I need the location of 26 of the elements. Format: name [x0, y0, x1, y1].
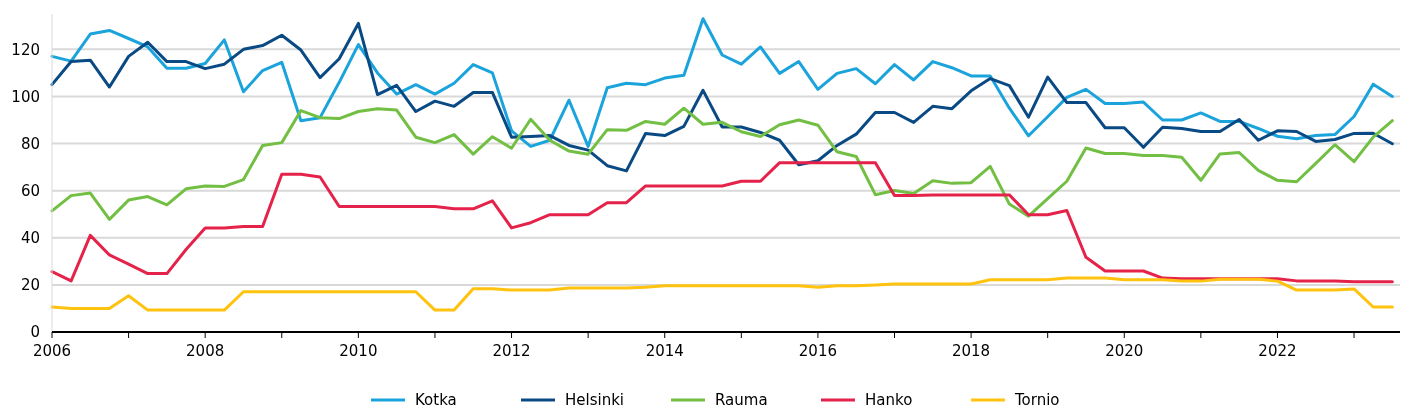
x-tick-label: 2012 [492, 342, 531, 360]
line-series [50, 21, 1394, 173]
line-series [50, 106, 1394, 221]
x-tick-label: 2010 [339, 342, 378, 360]
y-tick-label: 40 [20, 229, 40, 248]
legend-label: Rauma [715, 391, 768, 410]
y-tick-label: 120 [11, 40, 40, 59]
line-series [50, 276, 1394, 312]
x-tick-label: 2020 [1105, 342, 1144, 360]
y-tick-label: 20 [20, 276, 40, 295]
y-tick-label: 0 [30, 323, 40, 342]
legend-label: Kotka [415, 391, 457, 410]
x-tick-label: 2006 [32, 342, 72, 360]
x-tick-label: 2022 [1258, 342, 1297, 360]
x-tick-label: 2008 [186, 342, 225, 360]
y-tick-label: 60 [20, 181, 40, 200]
x-tick-label: 2014 [645, 342, 684, 360]
legend-label: Hanko [865, 391, 913, 410]
y-tick-label: 80 [20, 134, 40, 153]
x-tick-label: 2018 [952, 342, 991, 360]
line-series [50, 161, 1394, 284]
y-tick-label: 100 [11, 87, 40, 106]
line-series [50, 17, 1394, 148]
legend-label: Helsinki [565, 391, 625, 410]
legend-label: Tornio [1014, 391, 1060, 410]
x-tick-label: 2016 [798, 342, 837, 360]
